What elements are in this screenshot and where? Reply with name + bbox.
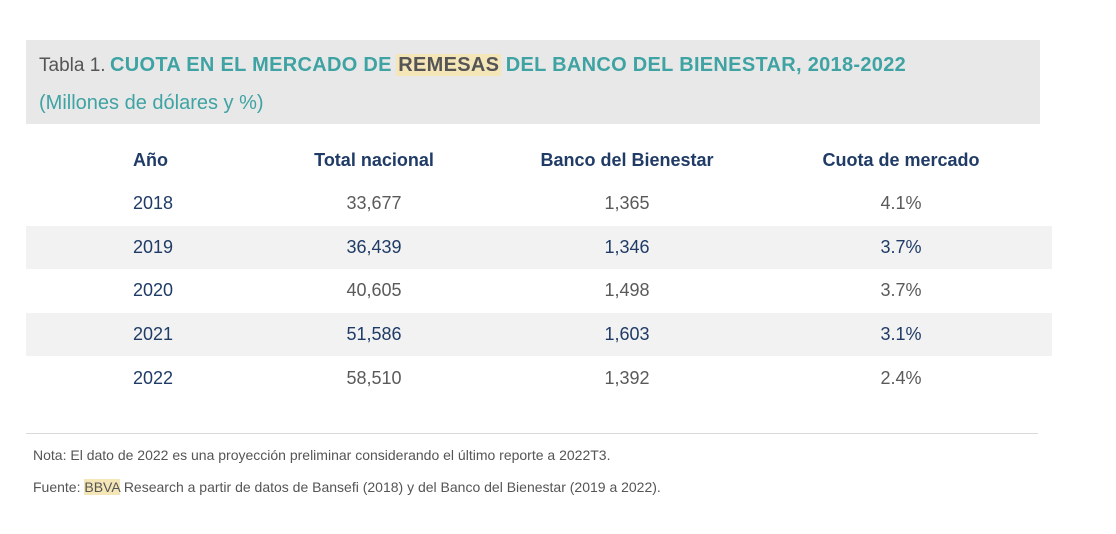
cell-total-nacional: 36,439 (244, 225, 504, 270)
header-banco-bienestar: Banco del Bienestar (540, 149, 714, 170)
cell-cuota-mercado: 4.1% (880, 193, 922, 214)
source-rest: Research a partir de datos de Bansefi (2… (123, 479, 661, 495)
table-row: 2018 33,677 1,365 4.1% (26, 182, 1052, 226)
table-note: Nota: El dato de 2022 es una proyección … (33, 447, 611, 463)
header-cuota-mercado: Cuota de mercado (822, 149, 980, 170)
title-highlight-remesas: REMESAS (396, 54, 502, 76)
cell-total-nacional: 40,605 (346, 280, 402, 301)
cell-year: 2021 (26, 312, 244, 357)
cell-cuota-mercado: 2.4% (880, 367, 922, 388)
remittance-table: Año Total nacional Banco del Bienestar C… (26, 138, 1052, 400)
source-highlight-bbva: BBVA (84, 479, 120, 495)
cell-cuota-mercado: 3.1% (750, 312, 1052, 357)
table-row: 2019 36,439 1,346 3.7% (26, 225, 1052, 270)
table-subtitle: (Millones de dólares y %) (39, 92, 264, 114)
cell-total-nacional: 58,510 (346, 367, 402, 388)
cell-total-nacional: 33,677 (346, 193, 402, 214)
cell-banco-bienestar: 1,603 (504, 312, 750, 357)
cell-year: 2019 (26, 225, 244, 270)
source-prefix: Fuente: (33, 479, 81, 495)
table-source: Fuente: BBVA Research a partir de datos … (33, 479, 661, 495)
cell-total-nacional: 51,586 (244, 312, 504, 357)
header-total-nacional: Total nacional (314, 149, 434, 170)
cell-banco-bienestar: 1,498 (604, 280, 650, 301)
cell-banco-bienestar: 1,392 (604, 367, 650, 388)
cell-banco-bienestar: 1,346 (504, 225, 750, 270)
table-header-row: Año Total nacional Banco del Bienestar C… (26, 138, 1052, 182)
table-row: 2022 58,510 1,392 2.4% (26, 356, 1052, 400)
cell-year: 2022 (133, 367, 174, 388)
table-number-label: Tabla 1. (39, 55, 106, 76)
table-title-box: Tabla 1. CUOTA EN EL MERCADO DE REMESAS … (26, 40, 1040, 124)
table-title: Tabla 1. CUOTA EN EL MERCADO DE REMESAS … (39, 54, 906, 77)
cell-cuota-mercado: 3.7% (750, 225, 1052, 270)
title-text-before: CUOTA EN EL MERCADO DE (110, 54, 392, 76)
cell-year: 2018 (133, 193, 174, 214)
footer-divider (26, 433, 1038, 434)
table-row: 2020 40,605 1,498 3.7% (26, 269, 1052, 313)
cell-year: 2020 (133, 280, 174, 301)
title-text-after: DEL BANCO DEL BIENESTAR, 2018-2022 (505, 54, 907, 76)
table-row: 2021 51,586 1,603 3.1% (26, 312, 1052, 357)
cell-cuota-mercado: 3.7% (880, 280, 922, 301)
header-year: Año (133, 149, 168, 170)
cell-banco-bienestar: 1,365 (604, 193, 650, 214)
